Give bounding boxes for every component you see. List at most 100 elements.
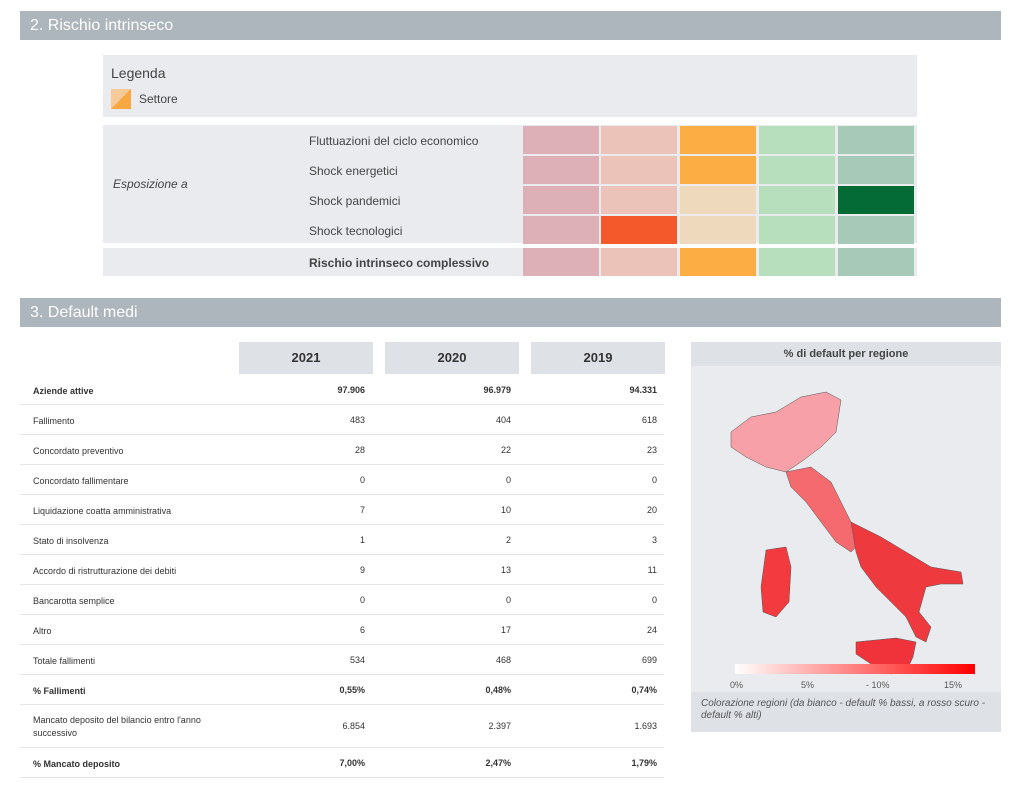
row-value: 10 <box>500 504 511 515</box>
row-value: 404 <box>495 414 511 425</box>
table-row: Mancato deposito del bilancio entro l'an… <box>20 706 664 748</box>
row-label: Totale fallimenti <box>33 656 96 666</box>
row-value: 0,55% <box>339 684 365 695</box>
risk-row-label: Fluttuazioni del ciclo economico <box>309 134 479 148</box>
risk-cell <box>523 156 599 184</box>
row-label: Concordato fallimentare <box>33 476 129 486</box>
risk-row-label: Shock pandemici <box>309 194 401 208</box>
risk-cell <box>838 126 914 154</box>
risk-cell <box>680 126 756 154</box>
row-value: 0 <box>505 474 511 485</box>
risk-cell <box>680 156 756 184</box>
row-value: 0 <box>359 474 365 485</box>
row-value: 3 <box>651 534 657 545</box>
risk-cell <box>838 186 914 214</box>
table-row: Concordato fallimentare 0 0 0 <box>20 466 664 495</box>
risk-total-cell <box>523 248 599 276</box>
row-label: Aziende attive <box>33 386 94 396</box>
risk-total-cell <box>601 248 677 276</box>
risk-cell <box>759 126 835 154</box>
year-header-2019: 2019 <box>531 342 665 374</box>
risk-cell <box>601 186 677 214</box>
row-value: 0 <box>359 594 365 605</box>
map-region-sardinia <box>760 546 792 618</box>
risk-cell <box>759 216 835 244</box>
section-header-rischio: 2. Rischio intrinseco <box>20 11 1001 40</box>
map-title: % di default per regione <box>691 342 1001 366</box>
scale-label-0: 0% <box>730 680 744 690</box>
row-value: 483 <box>349 414 365 425</box>
row-label: % Fallimenti <box>33 686 86 696</box>
row-value: 0 <box>505 594 511 605</box>
map-region-center <box>785 466 862 553</box>
map-region-south <box>850 521 964 643</box>
row-value: 0,48% <box>485 684 511 695</box>
row-label: Concordato preventivo <box>33 446 124 456</box>
table-row: Bancarotta semplice 0 0 0 <box>20 586 664 615</box>
row-value: 17 <box>500 624 511 635</box>
section-header-default: 3. Default medi <box>20 298 1001 327</box>
map-color-scale <box>735 664 975 674</box>
row-value: 28 <box>354 444 365 455</box>
row-value: 0,74% <box>631 684 657 695</box>
row-value: 24 <box>646 624 657 635</box>
row-value: 6.854 <box>342 721 365 731</box>
italy-map <box>730 391 964 675</box>
risk-cell <box>680 186 756 214</box>
scale-label-2: - 10% <box>866 680 890 690</box>
table-row: Concordato preventivo 28 22 23 <box>20 436 664 465</box>
row-label: Altro <box>33 626 52 636</box>
risk-cell <box>601 216 677 244</box>
table-row: % Fallimenti 0,55% 0,48% 0,74% <box>20 676 664 705</box>
risk-cell <box>601 126 677 154</box>
risk-cell <box>523 216 599 244</box>
risk-cell <box>838 156 914 184</box>
row-value: 23 <box>646 444 657 455</box>
risk-row-label: Shock energetici <box>309 164 398 178</box>
row-value: 2.397 <box>488 721 511 731</box>
row-value: 618 <box>641 414 657 425</box>
risk-total-cell <box>680 248 756 276</box>
row-value: 20 <box>646 504 657 515</box>
legend-title: Legenda <box>111 65 166 81</box>
row-value: 22 <box>500 444 511 455</box>
risk-cell <box>759 186 835 214</box>
table-row: % Mancato deposito 7,00% 2,47% 1,79% <box>20 749 664 778</box>
table-row: Totale fallimenti 534 468 699 <box>20 646 664 675</box>
row-value: 7 <box>359 504 365 515</box>
scale-label-3: 15% <box>944 680 963 690</box>
row-label: Mancato deposito del bilancio entro l'an… <box>33 715 201 738</box>
map-caption: Colorazione regioni (da bianco - default… <box>691 692 1001 732</box>
row-label: % Mancato deposito <box>33 759 121 769</box>
legend-swatch <box>111 89 131 109</box>
risk-total-label: Rischio intrinseco complessivo <box>309 256 490 270</box>
row-value: 0 <box>651 474 657 485</box>
row-value: 9 <box>359 564 365 575</box>
row-value: 11 <box>647 564 657 575</box>
row-value: 6 <box>359 624 365 635</box>
year-header-2020: 2020 <box>385 342 519 374</box>
legend-item-label: Settore <box>139 92 178 106</box>
table-row: Altro 6 17 24 <box>20 616 664 645</box>
year-header-2021: 2021 <box>239 342 373 374</box>
risk-exposure-block: Esposizione a Fluttuazioni del ciclo eco… <box>103 125 917 244</box>
risk-cell <box>523 186 599 214</box>
table-row: Aziende attive 97.906 96.979 94.331 <box>20 376 664 405</box>
row-label: Accordo di ristrutturazione dei debiti <box>33 566 177 576</box>
row-value: 1 <box>359 534 365 545</box>
risk-cell <box>759 156 835 184</box>
row-value: 2 <box>505 534 511 545</box>
risk-total-row: Rischio intrinseco complessivo <box>103 248 917 276</box>
row-value: 1,79% <box>631 757 657 768</box>
risk-row-label: Shock tecnologici <box>309 224 403 238</box>
table-row: Stato di insolvenza 1 2 3 <box>20 526 664 555</box>
row-label: Bancarotta semplice <box>33 596 115 606</box>
row-value: 96.979 <box>483 384 511 395</box>
map-region-north <box>730 391 842 473</box>
row-value: 7,00% <box>339 757 365 768</box>
risk-total-cell <box>759 248 835 276</box>
table-row: Fallimento 483 404 618 <box>20 406 664 435</box>
row-value: 94.331 <box>629 384 657 395</box>
row-value: 2,47% <box>485 757 511 768</box>
risk-cell <box>601 156 677 184</box>
